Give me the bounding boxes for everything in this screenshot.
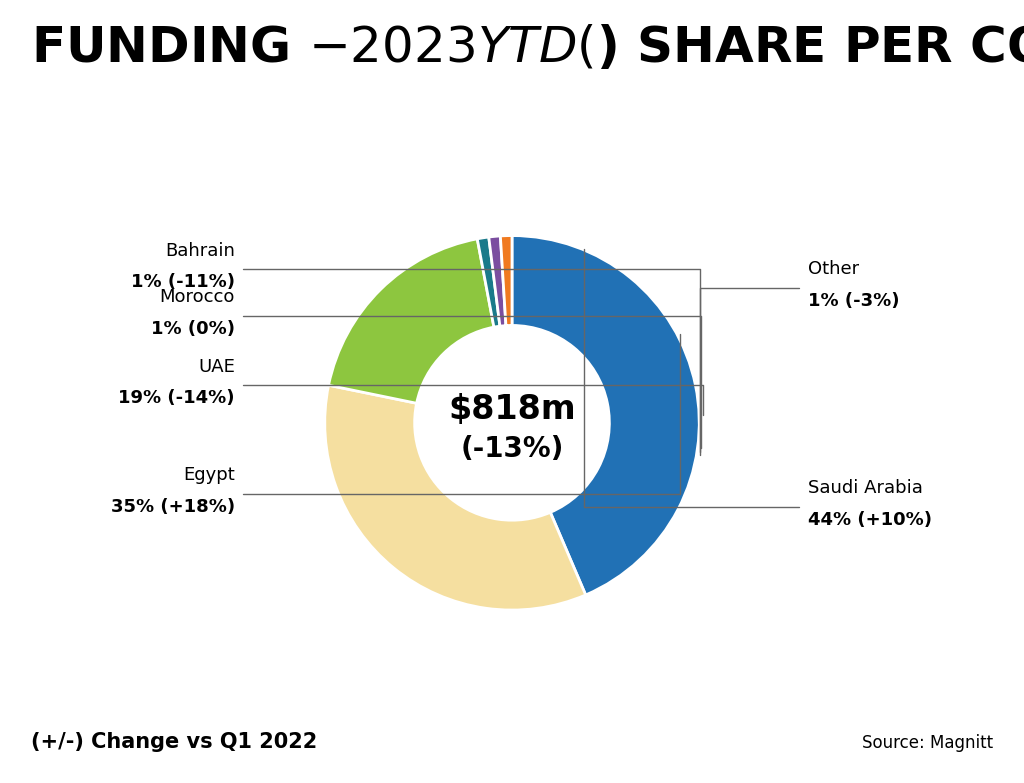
Text: (-13%): (-13%) — [461, 435, 563, 463]
Text: 44% (+10%): 44% (+10%) — [808, 511, 932, 529]
Text: $818m: $818m — [449, 393, 575, 426]
Text: Morocco: Morocco — [160, 288, 234, 306]
Text: UAE: UAE — [198, 358, 234, 376]
Wedge shape — [329, 239, 494, 403]
Wedge shape — [325, 385, 586, 610]
Text: FUNDING $-2023 YTD ($) SHARE PER COUNTRY: FUNDING $-2023 YTD ($) SHARE PER COUNTRY — [31, 23, 1024, 73]
Text: Source: Magnitt: Source: Magnitt — [862, 734, 993, 752]
Text: Other: Other — [808, 260, 859, 278]
Text: 1% (0%): 1% (0%) — [151, 320, 234, 338]
Wedge shape — [488, 236, 506, 327]
Text: 19% (-14%): 19% (-14%) — [119, 389, 234, 407]
Text: 35% (+18%): 35% (+18%) — [111, 498, 234, 516]
Text: Saudi Arabia: Saudi Arabia — [808, 479, 923, 497]
Text: 1% (-3%): 1% (-3%) — [808, 292, 899, 310]
Text: 1% (-11%): 1% (-11%) — [131, 273, 234, 291]
Wedge shape — [501, 236, 512, 326]
Text: (+/-) Change vs Q1 2022: (+/-) Change vs Q1 2022 — [31, 731, 317, 752]
Text: Egypt: Egypt — [183, 466, 234, 484]
Wedge shape — [512, 236, 699, 595]
Wedge shape — [477, 237, 500, 327]
Text: Bahrain: Bahrain — [165, 241, 234, 259]
